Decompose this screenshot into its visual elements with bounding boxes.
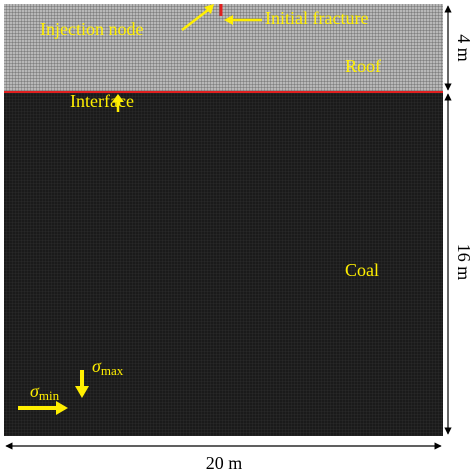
arrow [181,9,209,31]
dimension-label: 20 m [206,453,243,473]
dimension-label: 16 m [454,244,474,281]
label: Coal [345,260,379,280]
dimension-label: 4 m [454,34,474,62]
arrow-head [112,94,124,102]
arrow-head [204,4,214,14]
label: σmax [92,356,124,378]
arrow-head [75,386,89,398]
label: σmin [30,381,60,403]
label: Roof [345,56,381,76]
label: Initial fracture [265,8,368,28]
arrow-head [224,15,233,25]
coal-layer [4,92,443,436]
label: Injection node [40,19,143,39]
arrow-head [56,401,68,415]
label: Interface [70,91,134,111]
roof-layer [4,4,443,92]
